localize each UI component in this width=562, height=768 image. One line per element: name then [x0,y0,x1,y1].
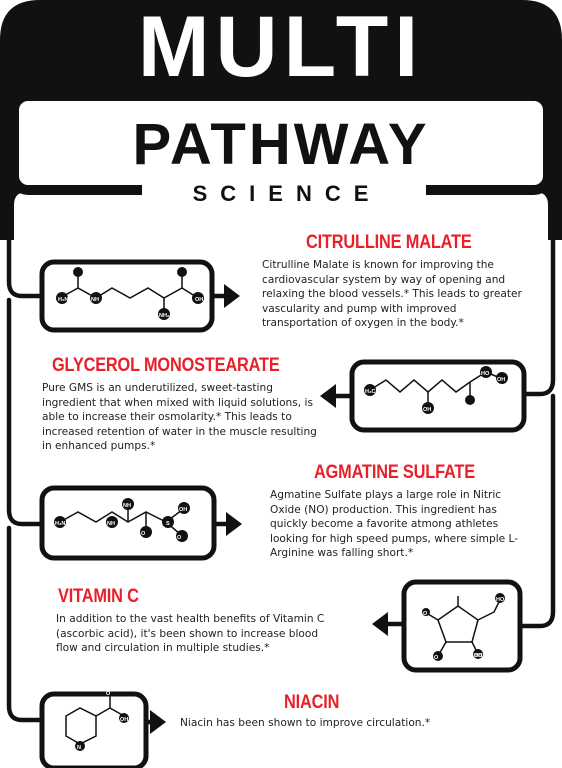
atom-label: HO [474,653,483,659]
atom-label: OH [179,507,187,513]
atom-label: O [177,535,182,541]
connector-left-2 [6,297,43,527]
ingredient-desc-citrulline: Citrulline Malate is known for improving… [262,259,522,330]
atom-label: O [434,655,439,661]
header-title-pathway: PATHWAY [132,112,430,177]
connector-left-1 [6,197,43,299]
connector-right-1 [519,197,556,397]
ingredient-title-glycerol: GLYCEROL MONOSTEARATE [52,355,280,376]
ingredient-desc-agmatine: Agmatine Sulfate plays a large role in N… [270,489,519,560]
ingredient-title-vitamin-c: VITAMIN C [58,586,139,607]
atom-label: NH [107,521,115,527]
molecule-box-vitamin-c [372,579,523,673]
atom-label: OH [120,717,128,723]
ingredient-title-agmatine: AGMATINE SULFATE [314,462,475,483]
atom-label: NH [123,503,131,509]
atom-label: NH₂ [159,313,170,319]
atom-label: H₂N [58,297,68,303]
atom-label: O [141,531,146,537]
atom-label: OH [497,377,505,383]
ingredient-title-citrulline: CITRULLINE MALATE [306,232,472,253]
atom-label: N [77,745,81,751]
atom-label: OH [195,297,203,303]
atom-label: OH [474,653,482,659]
ingredient-desc-vitamin-c: In addition to the vast health benefits … [56,613,325,655]
header-title-science: SCIENCE [142,181,426,207]
atom-label: OH [423,407,431,413]
ingredient-title-niacin: NIACIN [284,692,340,713]
connector-left-3 [6,525,43,723]
atom-label: O [106,691,111,697]
atom-label: NH [91,297,99,303]
atom-label: S [166,521,170,527]
molecule-box-niacin [39,691,166,768]
connector-right-2 [517,393,556,629]
header-title-multi: MULTI [137,0,425,95]
atom-label: H₃C [365,389,376,395]
ingredient-desc-niacin: Niacin has been shown to improve circula… [180,717,431,729]
molecule-box-glycerol [320,359,527,433]
atom-label: O [423,611,428,617]
atom-label: HO [481,371,490,377]
ingredient-desc-glycerol: Pure GMS is an underutilized, sweet-tast… [42,382,317,453]
atom-label: HO [496,597,505,603]
molecule-box-citrulline [39,259,240,333]
atom-label: H₂N [55,521,65,527]
molecule-box-agmatine [39,485,242,561]
